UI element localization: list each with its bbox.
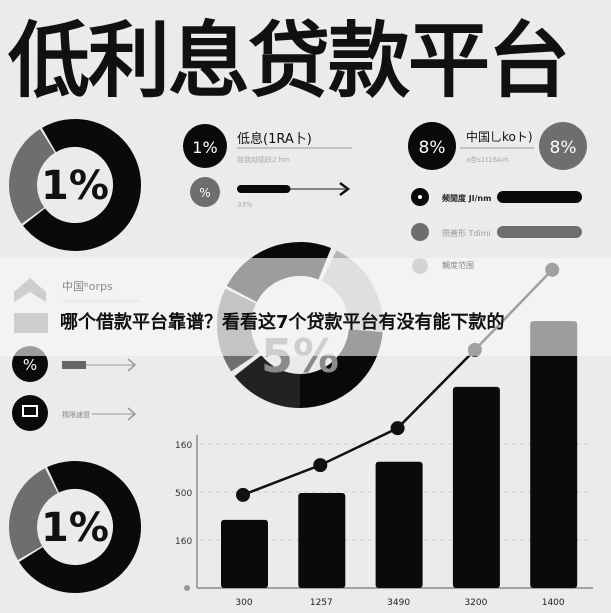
donut-bottom-left-label: 1%	[41, 505, 109, 551]
stat-subtext: 独我越德跃2 hm	[237, 155, 290, 164]
stat-heading: 低息(1RA卜)	[237, 131, 312, 147]
bar	[375, 461, 423, 588]
line-point	[313, 458, 328, 473]
mini-bar	[62, 361, 86, 369]
line-point	[390, 421, 405, 436]
stat-right-subtext: a杏s1t16Am	[466, 155, 509, 164]
stat-row-label: 频閒度 Jl/nm	[442, 193, 491, 203]
bar-line-chart: 160 500 160 300 1257 3490 3200 1400	[175, 262, 593, 608]
small-badge: %	[199, 186, 210, 200]
left-list-badge: %	[23, 356, 37, 374]
badge-left: 8%	[419, 138, 446, 158]
line-point	[236, 487, 250, 502]
stat-row-label: 觸度范围	[442, 261, 474, 270]
badge-right: 8%	[550, 138, 577, 158]
donut-segment	[19, 461, 141, 593]
left-list-label: 楕限速盟	[62, 410, 90, 419]
donut-top-left-label: 1%	[41, 163, 109, 209]
y-tick-label: 500	[175, 489, 192, 499]
badge-circle	[183, 124, 227, 168]
monitor-icon-screen	[22, 405, 38, 417]
x-tick-label: 1400	[542, 598, 565, 608]
page-title: 低利息贷款平台	[8, 14, 570, 109]
stat-row-bar	[497, 191, 582, 203]
stat-row-label: 閉善形 Tdimi	[442, 228, 491, 238]
donut-segment	[9, 129, 56, 224]
bar	[298, 492, 346, 588]
donut-segment	[234, 354, 301, 408]
arrow-right-icon	[339, 182, 351, 196]
badge-circle-right	[539, 122, 587, 170]
progress-label: 33%	[237, 201, 253, 209]
bar	[452, 386, 500, 588]
donut-chart-bottom-left	[9, 461, 141, 593]
monitor-icon	[12, 395, 48, 431]
arrow-right-icon	[127, 358, 137, 372]
clock-icon-dot	[418, 195, 422, 199]
progress-bar-fill	[237, 185, 291, 193]
y-tick-label: 160	[175, 537, 192, 547]
donut-chart-top-left	[9, 119, 141, 251]
x-tick-label: 3200	[464, 598, 487, 608]
donut-segment	[9, 468, 59, 560]
percent-icon	[190, 177, 220, 207]
bar	[221, 519, 268, 588]
stat-right-heading: 中国乚koト)	[466, 129, 533, 144]
arrow-right-icon	[127, 407, 137, 421]
axis-origin-dot	[184, 585, 190, 591]
stat-badge: 1%	[192, 138, 217, 157]
donut-segment	[23, 119, 141, 251]
x-tick-label: 3490	[387, 598, 410, 608]
x-tick-label: 1257	[310, 598, 333, 608]
stat-row-bar	[497, 226, 582, 238]
y-tick-label: 160	[175, 441, 192, 451]
x-tick-label: 300	[235, 598, 252, 608]
title-banner	[0, 258, 611, 356]
badge-circle-left	[408, 122, 456, 170]
info-icon	[411, 223, 429, 241]
left-list-heading: 中国ᵇorps	[62, 280, 113, 293]
banner-headline: 哪个借款平台靠谱？看看这7个贷款平台有没有能下款的	[60, 312, 505, 333]
bar	[530, 321, 578, 588]
